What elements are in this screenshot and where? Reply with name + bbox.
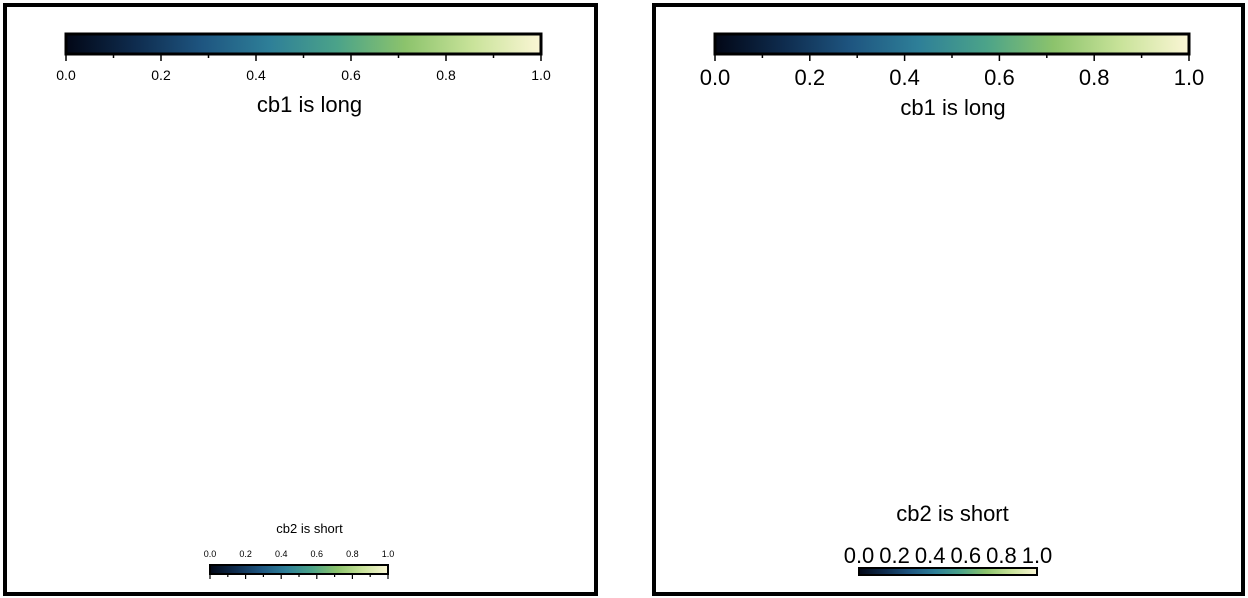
tick-label-left-cb1: 0.0 (56, 67, 76, 83)
tick-label-right-cb2: 0.0 (844, 543, 875, 568)
tick-label-left-cb2: 0.6 (311, 549, 324, 559)
tick-label-right-cb1: 1.0 (1174, 65, 1205, 90)
tick-label-right-cb1: 0.2 (795, 65, 826, 90)
colorbar-label-cb2-left: cb2 is short (276, 521, 343, 536)
right-panel: 0.0 0.2 0.4 0.6 0.8 1.0 cb1 is long cb2 is sh… (652, 3, 1245, 596)
colorbar-cb1-left: 0.0 0.2 0.4 0.6 0.8 1.0 (56, 32, 551, 83)
tick-label-left-cb2: 1.0 (382, 549, 395, 559)
tick-label-right-cb2: 0.8 (986, 543, 1017, 568)
tick-label-right-cb1: 0.6 (984, 65, 1015, 90)
left-panel: 0.0 0.2 0.4 0.6 0.8 1.0 cb1 is long cb2 is sh… (3, 3, 598, 596)
tick-label-right-cb2: 0.6 (951, 543, 982, 568)
tick-label-right-cb2: 0.2 (879, 543, 910, 568)
tick-label-left-cb1: 1.0 (531, 67, 551, 83)
tick-label-right-cb1: 0.8 (1079, 65, 1110, 90)
colorbar-label-cb1-left: cb1 is long (256, 92, 363, 117)
colorbar-label-cb1-right: cb1 is long (900, 95, 1006, 120)
colorbar-cb2-right: 0.0 0.2 0.4 0.6 0.8 1.0 (844, 543, 1053, 576)
tick-label-right-cb1: 0.4 (889, 65, 920, 90)
tick-label-left-cb2: 0.8 (346, 549, 359, 559)
tick-label-left-cb2: 0.2 (239, 549, 252, 559)
tick-label-right-cb2: 0.4 (915, 543, 946, 568)
colorbar-cb1-right: 0.0 0.2 0.4 0.6 0.8 1.0 (700, 32, 1204, 90)
colorbar-cb2-left: 0.0 0.2 0.4 0.6 0.8 1.0 (204, 549, 395, 579)
colorbar-gradient-right-cb1 (713, 32, 1191, 56)
colorbar-gradient-left-cb2 (209, 564, 389, 575)
tick-label-left-cb1: 0.6 (341, 67, 361, 83)
colorbar-gradient-left-cb1 (64, 32, 543, 56)
colorbar-label-cb2-right: cb2 is short (896, 501, 1009, 526)
tick-label-left-cb1: 0.8 (436, 67, 456, 83)
tick-label-left-cb1: 0.4 (246, 67, 266, 83)
tick-label-right-cb2: 1.0 (1022, 543, 1053, 568)
tick-label-left-cb2: 0.0 (204, 549, 217, 559)
tick-label-left-cb2: 0.4 (275, 549, 288, 559)
tick-label-left-cb1: 0.2 (151, 67, 171, 83)
colorbar-gradient-right-cb2 (858, 567, 1038, 576)
tick-label-right-cb1: 0.0 (700, 65, 731, 90)
